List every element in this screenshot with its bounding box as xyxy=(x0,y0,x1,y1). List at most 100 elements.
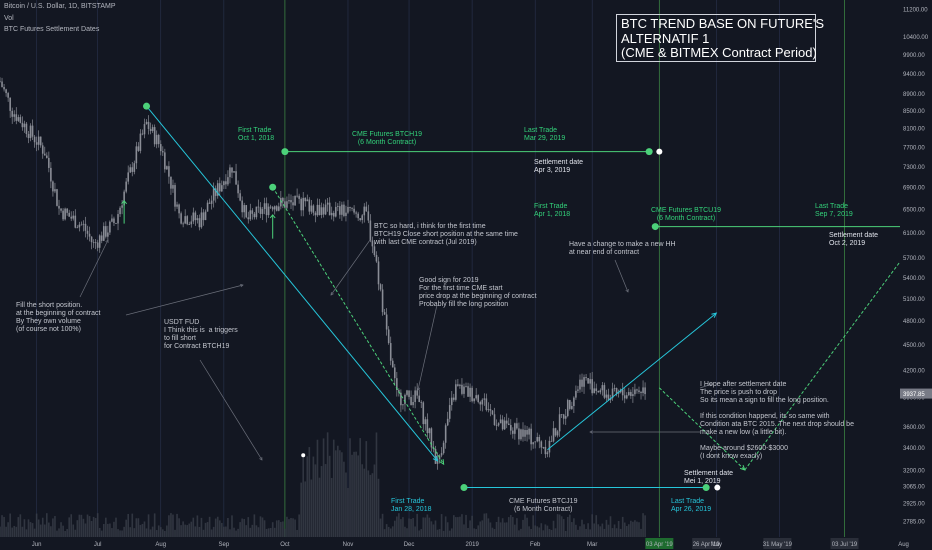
candle-body xyxy=(404,395,406,404)
volume-bar xyxy=(302,456,304,537)
volume-bar xyxy=(575,525,577,537)
volume-bar xyxy=(563,519,565,537)
volume-bar xyxy=(585,529,587,537)
time-tick: 03 Jul '19 xyxy=(832,542,858,548)
candle-body xyxy=(223,181,225,185)
volume-bar xyxy=(524,514,526,537)
candle-body xyxy=(606,395,608,398)
candle-body xyxy=(170,177,172,189)
volume-bar xyxy=(392,526,394,537)
volume-bar xyxy=(97,513,99,537)
price-tick: 4500.00 xyxy=(903,343,925,349)
volume-label[interactable]: Vol xyxy=(4,15,14,22)
volume-bar xyxy=(581,520,583,537)
candle-body xyxy=(473,398,475,401)
volume-bar xyxy=(341,452,343,537)
volume-bar xyxy=(425,518,427,537)
volume-bar xyxy=(551,530,553,537)
candle-body xyxy=(193,213,195,222)
study-label[interactable]: BTC Futures Settlement Dates xyxy=(4,26,99,33)
candle-body xyxy=(408,390,410,397)
volume-bar xyxy=(337,446,339,537)
volume-bar xyxy=(612,528,614,537)
usdt-fud-note: USDT FUD I Think this is a triggers to f… xyxy=(164,319,238,351)
hope-note: I Hope after settlement date The price i… xyxy=(700,381,854,461)
volume-bar xyxy=(459,517,461,537)
volume-bar xyxy=(638,522,640,537)
volume-bar xyxy=(36,514,38,537)
candle-body xyxy=(18,117,20,121)
candle-body xyxy=(492,411,494,415)
candle-body xyxy=(520,429,522,439)
candle-body xyxy=(91,237,93,242)
price-tick: 4800.00 xyxy=(903,319,925,325)
candle-body xyxy=(270,207,272,208)
time-tick: May xyxy=(711,542,722,548)
candle-body xyxy=(150,129,152,131)
volume-bar xyxy=(366,441,368,537)
volume-bar xyxy=(178,518,180,537)
volume-bar xyxy=(188,524,190,537)
volume-bar xyxy=(93,517,95,537)
candle-body xyxy=(245,205,247,217)
price-tick: 3400.00 xyxy=(903,446,925,452)
volume-bar xyxy=(547,526,549,537)
candle-body xyxy=(74,216,76,228)
volume-bar xyxy=(70,514,72,537)
volume-bar xyxy=(626,526,628,537)
candle-body xyxy=(221,185,223,191)
volume-bar xyxy=(526,518,528,537)
candle-body xyxy=(488,409,490,410)
candle-body xyxy=(502,419,504,429)
candle-body xyxy=(32,126,34,137)
volume-bar xyxy=(463,524,465,537)
volume-bar xyxy=(461,514,463,537)
volume-bar xyxy=(219,520,221,537)
candle-body xyxy=(543,447,545,448)
volume-bar xyxy=(193,518,195,537)
volume-bar xyxy=(1,515,3,537)
volume-bar xyxy=(412,518,414,537)
volume-bar xyxy=(628,524,630,537)
first-trade-oct-note: First Trade Oct 1, 2018 xyxy=(238,127,274,143)
symbol-label[interactable]: Bitcoin / U.S. Dollar, 1D, BITSTAMP xyxy=(4,3,116,10)
volume-bar xyxy=(490,522,492,537)
candle-body xyxy=(28,134,30,138)
candle-body xyxy=(453,398,455,400)
candle-body xyxy=(626,395,628,398)
candle-body xyxy=(286,201,288,207)
candle-body xyxy=(97,243,99,248)
candle-body xyxy=(290,200,292,202)
candle-body xyxy=(298,196,300,199)
volume-bar xyxy=(34,529,36,537)
volume-bar xyxy=(435,521,437,537)
volume-bar xyxy=(162,529,164,537)
candle-body xyxy=(134,163,136,172)
candle-body xyxy=(339,206,341,215)
settlement-apr3-note: Settlement date Apr 3, 2019 xyxy=(534,159,583,175)
candle-body xyxy=(638,390,640,392)
candle-body xyxy=(115,223,117,224)
volume-bar xyxy=(109,523,111,537)
volume-bar xyxy=(99,528,101,537)
volume-bar xyxy=(44,525,46,537)
volume-bar xyxy=(345,473,347,537)
time-tick: 31 May '19 xyxy=(763,542,793,548)
candle-body xyxy=(296,196,298,197)
volume-bar xyxy=(323,438,325,537)
volume-bar xyxy=(418,530,420,537)
candle-body xyxy=(593,388,595,393)
volume-bar xyxy=(85,524,87,537)
volume-bar xyxy=(561,516,563,537)
volume-bar xyxy=(46,513,48,537)
candle-body xyxy=(583,377,585,387)
volume-bar xyxy=(384,529,386,537)
first-trade-jan-note: First Trade Jan 28, 2018 xyxy=(391,498,431,514)
volume-bar xyxy=(107,524,109,537)
volume-bar xyxy=(640,529,642,537)
volume-bar xyxy=(144,522,146,537)
candle-body xyxy=(622,389,624,395)
candle-body xyxy=(164,152,166,169)
candle-body xyxy=(451,398,453,405)
